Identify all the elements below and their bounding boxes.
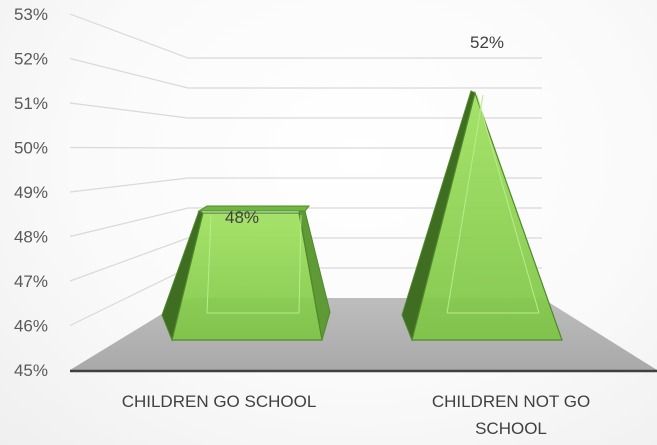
bars xyxy=(161,90,563,342)
y-tick-label: 50% xyxy=(14,139,48,158)
category-label: CHILDREN NOT GO SCHOOL xyxy=(432,392,590,438)
y-tick-label: 49% xyxy=(14,183,48,202)
data-labels: 48% 52% xyxy=(225,33,504,227)
category-label: CHILDREN GO SCHOOL xyxy=(122,392,317,411)
bar-edge xyxy=(476,94,540,314)
y-tick-label: 47% xyxy=(14,272,48,291)
gridline xyxy=(69,13,542,59)
chart-floor xyxy=(70,298,657,373)
gridline xyxy=(69,207,542,238)
y-axis-ticks: 45% 46% 47% 48% 49% 50% 51% 52% 53% xyxy=(14,5,48,380)
y-tick-label: 53% xyxy=(14,5,48,24)
bar-top-face xyxy=(197,205,311,212)
bar-edge xyxy=(206,214,212,314)
x-axis-categories: CHILDREN GO SCHOOL CHILDREN NOT GO SCHOOL xyxy=(122,392,590,438)
data-label: 52% xyxy=(470,33,504,52)
gridlines xyxy=(69,13,542,327)
y-tick-label: 51% xyxy=(14,94,48,113)
y-tick-label: 45% xyxy=(14,361,48,380)
bar-front-face xyxy=(411,90,563,341)
y-tick-label: 52% xyxy=(14,50,48,69)
gridline xyxy=(69,57,542,89)
floor-plane xyxy=(70,298,657,370)
gridline xyxy=(69,102,542,119)
y-tick-label: 46% xyxy=(14,317,48,336)
bar-edge xyxy=(298,214,302,314)
gridline xyxy=(69,177,542,193)
bar-2 xyxy=(401,90,563,342)
bar-edge xyxy=(446,94,484,314)
data-label: 48% xyxy=(225,208,259,227)
gridline xyxy=(69,237,542,282)
y-tick-label: 48% xyxy=(14,228,48,247)
category-label-line: CHILDREN GO SCHOOL xyxy=(122,392,317,411)
gridline xyxy=(69,146,542,149)
category-label-line: SCHOOL xyxy=(475,419,547,438)
bar-1 xyxy=(161,205,331,342)
category-label-line: CHILDREN NOT GO xyxy=(432,392,590,411)
